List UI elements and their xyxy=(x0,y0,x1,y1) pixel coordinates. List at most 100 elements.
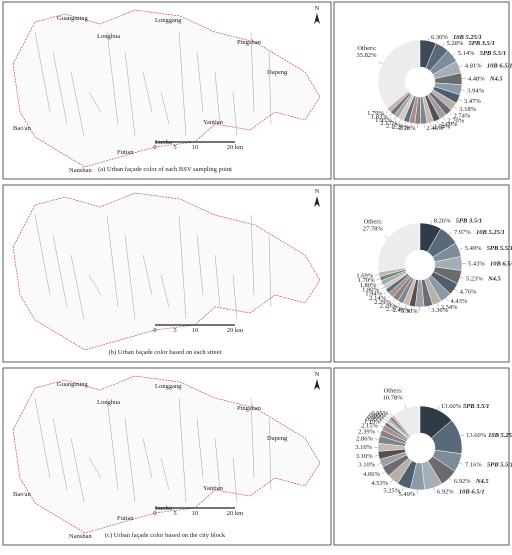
scale-label: 0 xyxy=(153,144,156,151)
leader xyxy=(459,463,463,464)
leader xyxy=(375,439,379,440)
district-label: Guangming xyxy=(57,381,88,388)
value-label: 2.46% xyxy=(426,125,443,132)
district-map xyxy=(13,193,320,350)
leader xyxy=(459,65,463,66)
leader xyxy=(428,306,429,310)
district-label: Dapeng xyxy=(267,435,288,442)
value-label: 4.48% xyxy=(468,75,485,82)
value-label: 3.10% xyxy=(356,453,373,460)
category-label: 5PB 3.5/1 xyxy=(463,403,489,410)
leader xyxy=(377,279,381,280)
leader xyxy=(458,99,462,101)
scale-label: 5 xyxy=(173,144,176,151)
leader xyxy=(388,415,391,418)
leader xyxy=(405,405,406,409)
north-symbol xyxy=(314,196,320,207)
value-label: 6.92% xyxy=(437,489,454,496)
value-label: 5.49% xyxy=(465,245,482,252)
leader xyxy=(460,277,464,278)
leader xyxy=(460,435,464,436)
caption: (a) Urban façade color of each BSV sampl… xyxy=(98,166,232,173)
value-label: 35.82% xyxy=(356,52,377,59)
scale-label: 20 km xyxy=(227,510,243,517)
leader xyxy=(402,487,404,491)
category-label: 10B 6.5/1 xyxy=(487,62,512,69)
value-label: 1.69% xyxy=(356,272,373,279)
value-label: 3.10% xyxy=(358,462,375,469)
district-label: Yantian xyxy=(203,485,224,492)
value-label: 4.06% xyxy=(363,471,380,478)
value-label: 3.47% xyxy=(464,98,481,105)
leader xyxy=(459,248,463,249)
leader xyxy=(388,295,391,298)
leader xyxy=(443,117,445,120)
leader xyxy=(453,53,456,56)
leader xyxy=(384,291,387,293)
panel: GuangmingLonghuaLonggangPingshanDapengYa… xyxy=(3,368,512,545)
leader xyxy=(454,107,457,109)
leader xyxy=(381,287,384,289)
north-symbol xyxy=(314,13,320,24)
leader xyxy=(382,472,385,474)
value-label: 7.97% xyxy=(454,229,471,236)
category-label: 5PB 3.5/1 xyxy=(456,218,482,225)
map: GuangmingLonghuaLonggangPingshanDapengYa… xyxy=(13,371,320,540)
map: GuangmingLonghuaLonggangPingshanDapengYa… xyxy=(13,5,320,174)
value-label: 0.95% xyxy=(371,410,388,417)
category-label: Others: xyxy=(357,45,376,52)
category-label: N4.5 xyxy=(487,276,502,283)
value-label: 5.23% xyxy=(466,276,483,283)
value-label: 5.25% xyxy=(383,487,400,494)
category-label: Others: xyxy=(384,388,403,395)
pie-slice xyxy=(378,223,420,272)
value-label: 5.28% xyxy=(447,40,464,47)
north-arrow: N xyxy=(315,188,320,195)
value-label: 5.49% xyxy=(398,491,415,498)
leader xyxy=(454,289,457,291)
value-label: 1.79% xyxy=(367,110,384,117)
value-label: 3.94% xyxy=(467,88,484,95)
district-label: Pingshan xyxy=(237,405,262,412)
value-label: 2.86% xyxy=(356,436,373,443)
district-label: Futian xyxy=(117,149,134,156)
leader xyxy=(382,421,385,423)
district-label: Longgang xyxy=(155,383,182,390)
district-label: Bao'an xyxy=(13,491,32,498)
value-label: 13.60% xyxy=(466,432,487,439)
leader xyxy=(386,417,389,420)
district-label: Yantian xyxy=(203,119,224,126)
scale-label: 10 xyxy=(192,327,199,334)
value-label: 3.36% xyxy=(431,307,448,314)
leader xyxy=(461,90,465,91)
leader xyxy=(446,298,448,301)
district-label: Futian xyxy=(117,515,134,522)
leader xyxy=(428,37,429,41)
scale-label: 0 xyxy=(153,327,156,334)
leader xyxy=(449,478,452,481)
scale-label: 5 xyxy=(173,327,176,334)
value-label: 3.10% xyxy=(355,444,372,451)
value-label: 4.81% xyxy=(465,62,482,69)
leader xyxy=(449,113,452,116)
panel: GuangmingLonghuaLonggangPingshanDapengYa… xyxy=(3,2,512,179)
value-label: 27.78% xyxy=(363,225,384,232)
leader xyxy=(390,413,393,416)
category-label: 10B 5.25/1 xyxy=(476,229,505,236)
category-label: 10B 6.5/1 xyxy=(459,489,485,496)
caption: (b) Urban façade color based on each str… xyxy=(109,349,222,356)
value-label: 4.53% xyxy=(371,480,388,487)
scale-label: 5 xyxy=(173,510,176,517)
north-arrow: N xyxy=(315,371,320,378)
leader xyxy=(380,425,383,427)
leader xyxy=(442,43,444,46)
leader xyxy=(378,62,382,64)
value-label: 4.76% xyxy=(460,288,477,295)
district-label: Longgang xyxy=(155,17,182,24)
category-label: Others: xyxy=(364,218,383,225)
category-label: N4.5 xyxy=(489,75,504,82)
